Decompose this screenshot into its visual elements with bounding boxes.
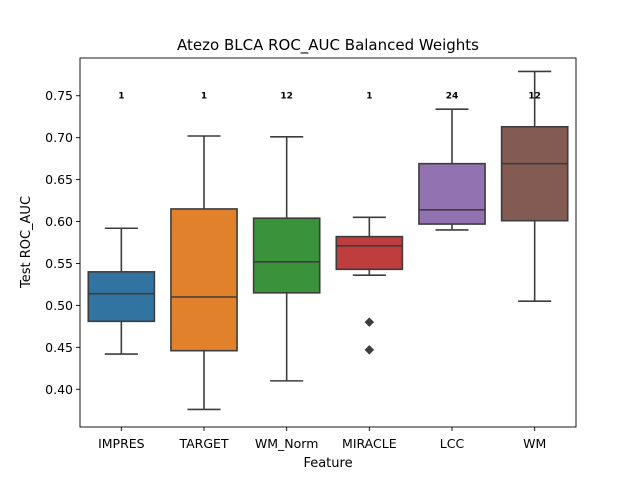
x-tick-label: TARGET — [178, 436, 228, 451]
x-tick-label: LCC — [440, 436, 465, 451]
plot-area: 0.40 0.45 0.50 0.55 0.60 0.65 0.70 0.75 1 IMPRES 1… — [45, 70, 569, 451]
y-tick-label: 0.55 — [45, 256, 73, 271]
x-tick-label: IMPRES — [98, 436, 145, 451]
box-wm — [500, 125, 569, 222]
y-tick-label: 0.70 — [45, 130, 73, 145]
x-tick-label: MIRACLE — [342, 436, 397, 451]
outlier-point — [364, 317, 375, 327]
box-impres — [87, 271, 156, 323]
y-tick-label: 0.45 — [45, 340, 73, 355]
chart-title: Atezo BLCA ROC_AUC Balanced Weights — [177, 36, 479, 55]
y-tick-label: 0.60 — [45, 214, 73, 229]
count-label: 12 — [528, 92, 541, 102]
y-axis-label: Test ROC_AUC — [19, 196, 34, 289]
x-tick-label: WM_Norm — [255, 436, 319, 451]
box-wm-norm — [252, 217, 321, 294]
plot-frame — [79, 57, 577, 428]
x-tick-label: WM — [523, 436, 546, 451]
outlier-point — [364, 345, 375, 355]
x-axis-label: Feature — [303, 456, 352, 471]
count-label: 12 — [280, 92, 293, 102]
count-label: 1 — [118, 92, 124, 102]
box-target — [170, 208, 238, 352]
box-miracle — [335, 235, 404, 271]
y-tick-label: 0.40 — [45, 382, 73, 397]
count-label: 1 — [201, 92, 207, 102]
count-label: 24 — [446, 92, 459, 102]
y-tick-label: 0.50 — [45, 298, 73, 313]
box-lcc — [418, 162, 486, 225]
count-label: 1 — [366, 92, 372, 102]
y-tick-label: 0.65 — [45, 172, 73, 187]
y-tick-label: 0.75 — [45, 88, 73, 103]
